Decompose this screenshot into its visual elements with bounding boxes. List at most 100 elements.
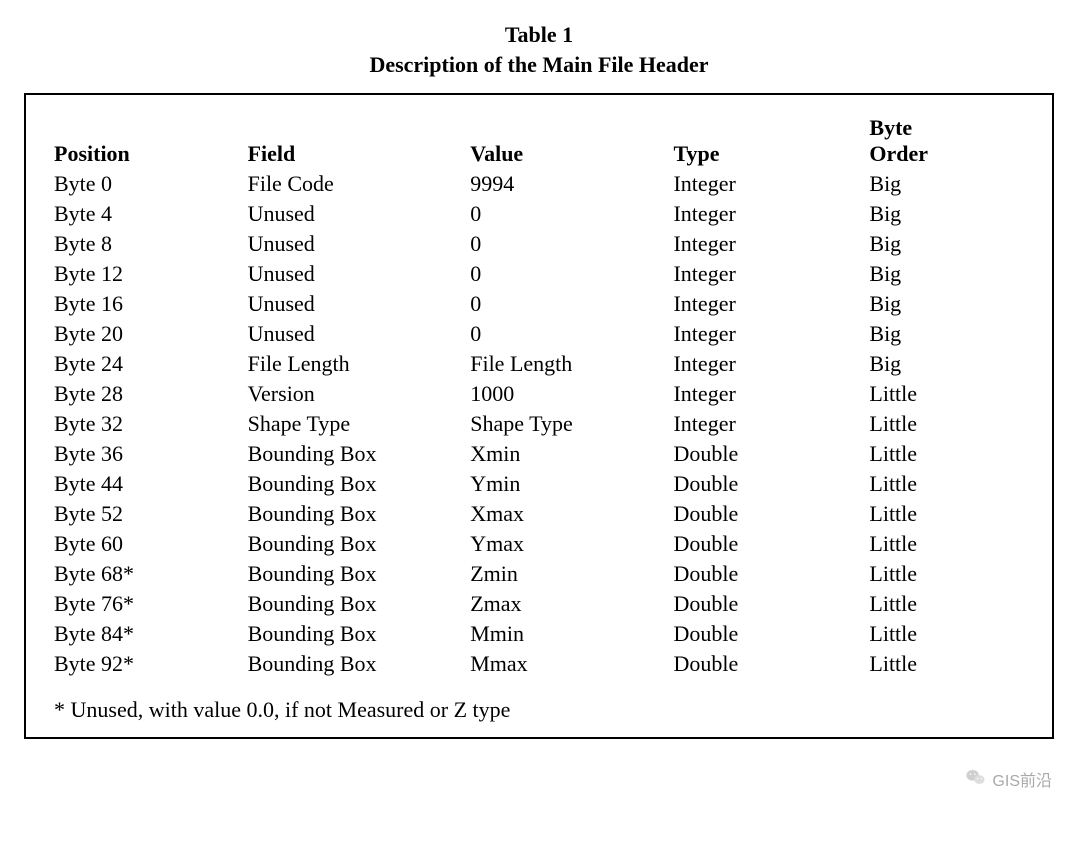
cell-byte-order: Big xyxy=(857,289,1022,319)
table-row: Byte 36Bounding BoxXminDoubleLittle xyxy=(54,439,1022,469)
cell-type: Integer xyxy=(673,289,857,319)
cell-field: Unused xyxy=(248,289,471,319)
cell-field: Bounding Box xyxy=(248,499,471,529)
table-footnote: * Unused, with value 0.0, if not Measure… xyxy=(54,697,1022,723)
cell-byte-order: Little xyxy=(857,589,1022,619)
table-row: Byte 32Shape TypeShape TypeIntegerLittle xyxy=(54,409,1022,439)
cell-type: Double xyxy=(673,619,857,649)
cell-position: Byte 84* xyxy=(54,619,248,649)
cell-position: Byte 24 xyxy=(54,349,248,379)
cell-position: Byte 76* xyxy=(54,589,248,619)
cell-position: Byte 12 xyxy=(54,259,248,289)
cell-value: Xmin xyxy=(470,439,673,469)
cell-value: Mmax xyxy=(470,649,673,679)
cell-field: Bounding Box xyxy=(248,619,471,649)
table-row: Byte 60Bounding BoxYmaxDoubleLittle xyxy=(54,529,1022,559)
cell-field: File Length xyxy=(248,349,471,379)
cell-value: 9994 xyxy=(470,169,673,199)
cell-type: Double xyxy=(673,469,857,499)
watermark: GIS前沿 xyxy=(966,767,1052,791)
table-caption: Table 1 Description of the Main File Hea… xyxy=(24,20,1054,79)
cell-field: Unused xyxy=(248,229,471,259)
cell-byte-order: Little xyxy=(857,469,1022,499)
cell-position: Byte 28 xyxy=(54,379,248,409)
cell-value: Shape Type xyxy=(470,409,673,439)
cell-type: Integer xyxy=(673,379,857,409)
cell-position: Byte 68* xyxy=(54,559,248,589)
table-row: Byte 20Unused0IntegerBig xyxy=(54,319,1022,349)
cell-type: Double xyxy=(673,589,857,619)
cell-position: Byte 52 xyxy=(54,499,248,529)
cell-position: Byte 32 xyxy=(54,409,248,439)
cell-type: Double xyxy=(673,439,857,469)
cell-value: Zmin xyxy=(470,559,673,589)
cell-byte-order: Big xyxy=(857,349,1022,379)
cell-field: Unused xyxy=(248,199,471,229)
cell-byte-order: Big xyxy=(857,169,1022,199)
cell-value: Zmax xyxy=(470,589,673,619)
file-header-table: Position Field Value Type Byte Order Byt… xyxy=(54,113,1022,679)
cell-field: Bounding Box xyxy=(248,469,471,499)
cell-type: Double xyxy=(673,529,857,559)
wechat-icon xyxy=(966,768,986,791)
cell-type: Double xyxy=(673,649,857,679)
cell-byte-order: Little xyxy=(857,409,1022,439)
cell-field: Unused xyxy=(248,259,471,289)
cell-field: Bounding Box xyxy=(248,589,471,619)
cell-byte-order: Little xyxy=(857,499,1022,529)
cell-position: Byte 60 xyxy=(54,529,248,559)
cell-byte-order: Little xyxy=(857,559,1022,589)
col-header-position: Position xyxy=(54,113,248,169)
cell-byte-order: Big xyxy=(857,199,1022,229)
table-row: Byte 52Bounding BoxXmaxDoubleLittle xyxy=(54,499,1022,529)
table-row: Byte 0File Code9994IntegerBig xyxy=(54,169,1022,199)
cell-value: Mmin xyxy=(470,619,673,649)
cell-value: 0 xyxy=(470,229,673,259)
header-order-line2: Order xyxy=(869,141,928,166)
cell-byte-order: Big xyxy=(857,319,1022,349)
table-row: Byte 16Unused0IntegerBig xyxy=(54,289,1022,319)
cell-type: Integer xyxy=(673,319,857,349)
cell-value: 0 xyxy=(470,319,673,349)
cell-byte-order: Big xyxy=(857,259,1022,289)
cell-byte-order: Little xyxy=(857,439,1022,469)
col-header-value: Value xyxy=(470,113,673,169)
cell-value: File Length xyxy=(470,349,673,379)
cell-byte-order: Big xyxy=(857,229,1022,259)
cell-value: Ymax xyxy=(470,529,673,559)
cell-byte-order: Little xyxy=(857,649,1022,679)
cell-value: Ymin xyxy=(470,469,673,499)
cell-position: Byte 4 xyxy=(54,199,248,229)
table-container: Position Field Value Type Byte Order Byt… xyxy=(24,93,1054,739)
cell-field: Bounding Box xyxy=(248,559,471,589)
cell-position: Byte 36 xyxy=(54,439,248,469)
cell-field: Bounding Box xyxy=(248,529,471,559)
cell-value: 0 xyxy=(470,199,673,229)
table-row: Byte 4Unused0IntegerBig xyxy=(54,199,1022,229)
col-header-byte-order: Byte Order xyxy=(857,113,1022,169)
cell-field: Shape Type xyxy=(248,409,471,439)
cell-field: Bounding Box xyxy=(248,439,471,469)
table-row: Byte 8Unused0IntegerBig xyxy=(54,229,1022,259)
cell-type: Integer xyxy=(673,409,857,439)
header-order-line1: Byte xyxy=(869,115,912,140)
cell-field: Version xyxy=(248,379,471,409)
cell-position: Byte 20 xyxy=(54,319,248,349)
cell-type: Integer xyxy=(673,229,857,259)
cell-type: Integer xyxy=(673,169,857,199)
cell-value: Xmax xyxy=(470,499,673,529)
watermark-text: GIS前沿 xyxy=(992,767,1052,791)
table-row: Byte 44Bounding BoxYminDoubleLittle xyxy=(54,469,1022,499)
cell-position: Byte 44 xyxy=(54,469,248,499)
header-value-label: Value xyxy=(470,141,523,166)
cell-byte-order: Little xyxy=(857,529,1022,559)
table-body: Byte 0File Code9994IntegerBigByte 4Unuse… xyxy=(54,169,1022,679)
cell-position: Byte 16 xyxy=(54,289,248,319)
cell-field: Unused xyxy=(248,319,471,349)
cell-byte-order: Little xyxy=(857,619,1022,649)
header-position-label: Position xyxy=(54,141,130,166)
table-row: Byte 28Version1000IntegerLittle xyxy=(54,379,1022,409)
header-field-label: Field xyxy=(248,141,296,166)
cell-field: File Code xyxy=(248,169,471,199)
cell-type: Integer xyxy=(673,199,857,229)
